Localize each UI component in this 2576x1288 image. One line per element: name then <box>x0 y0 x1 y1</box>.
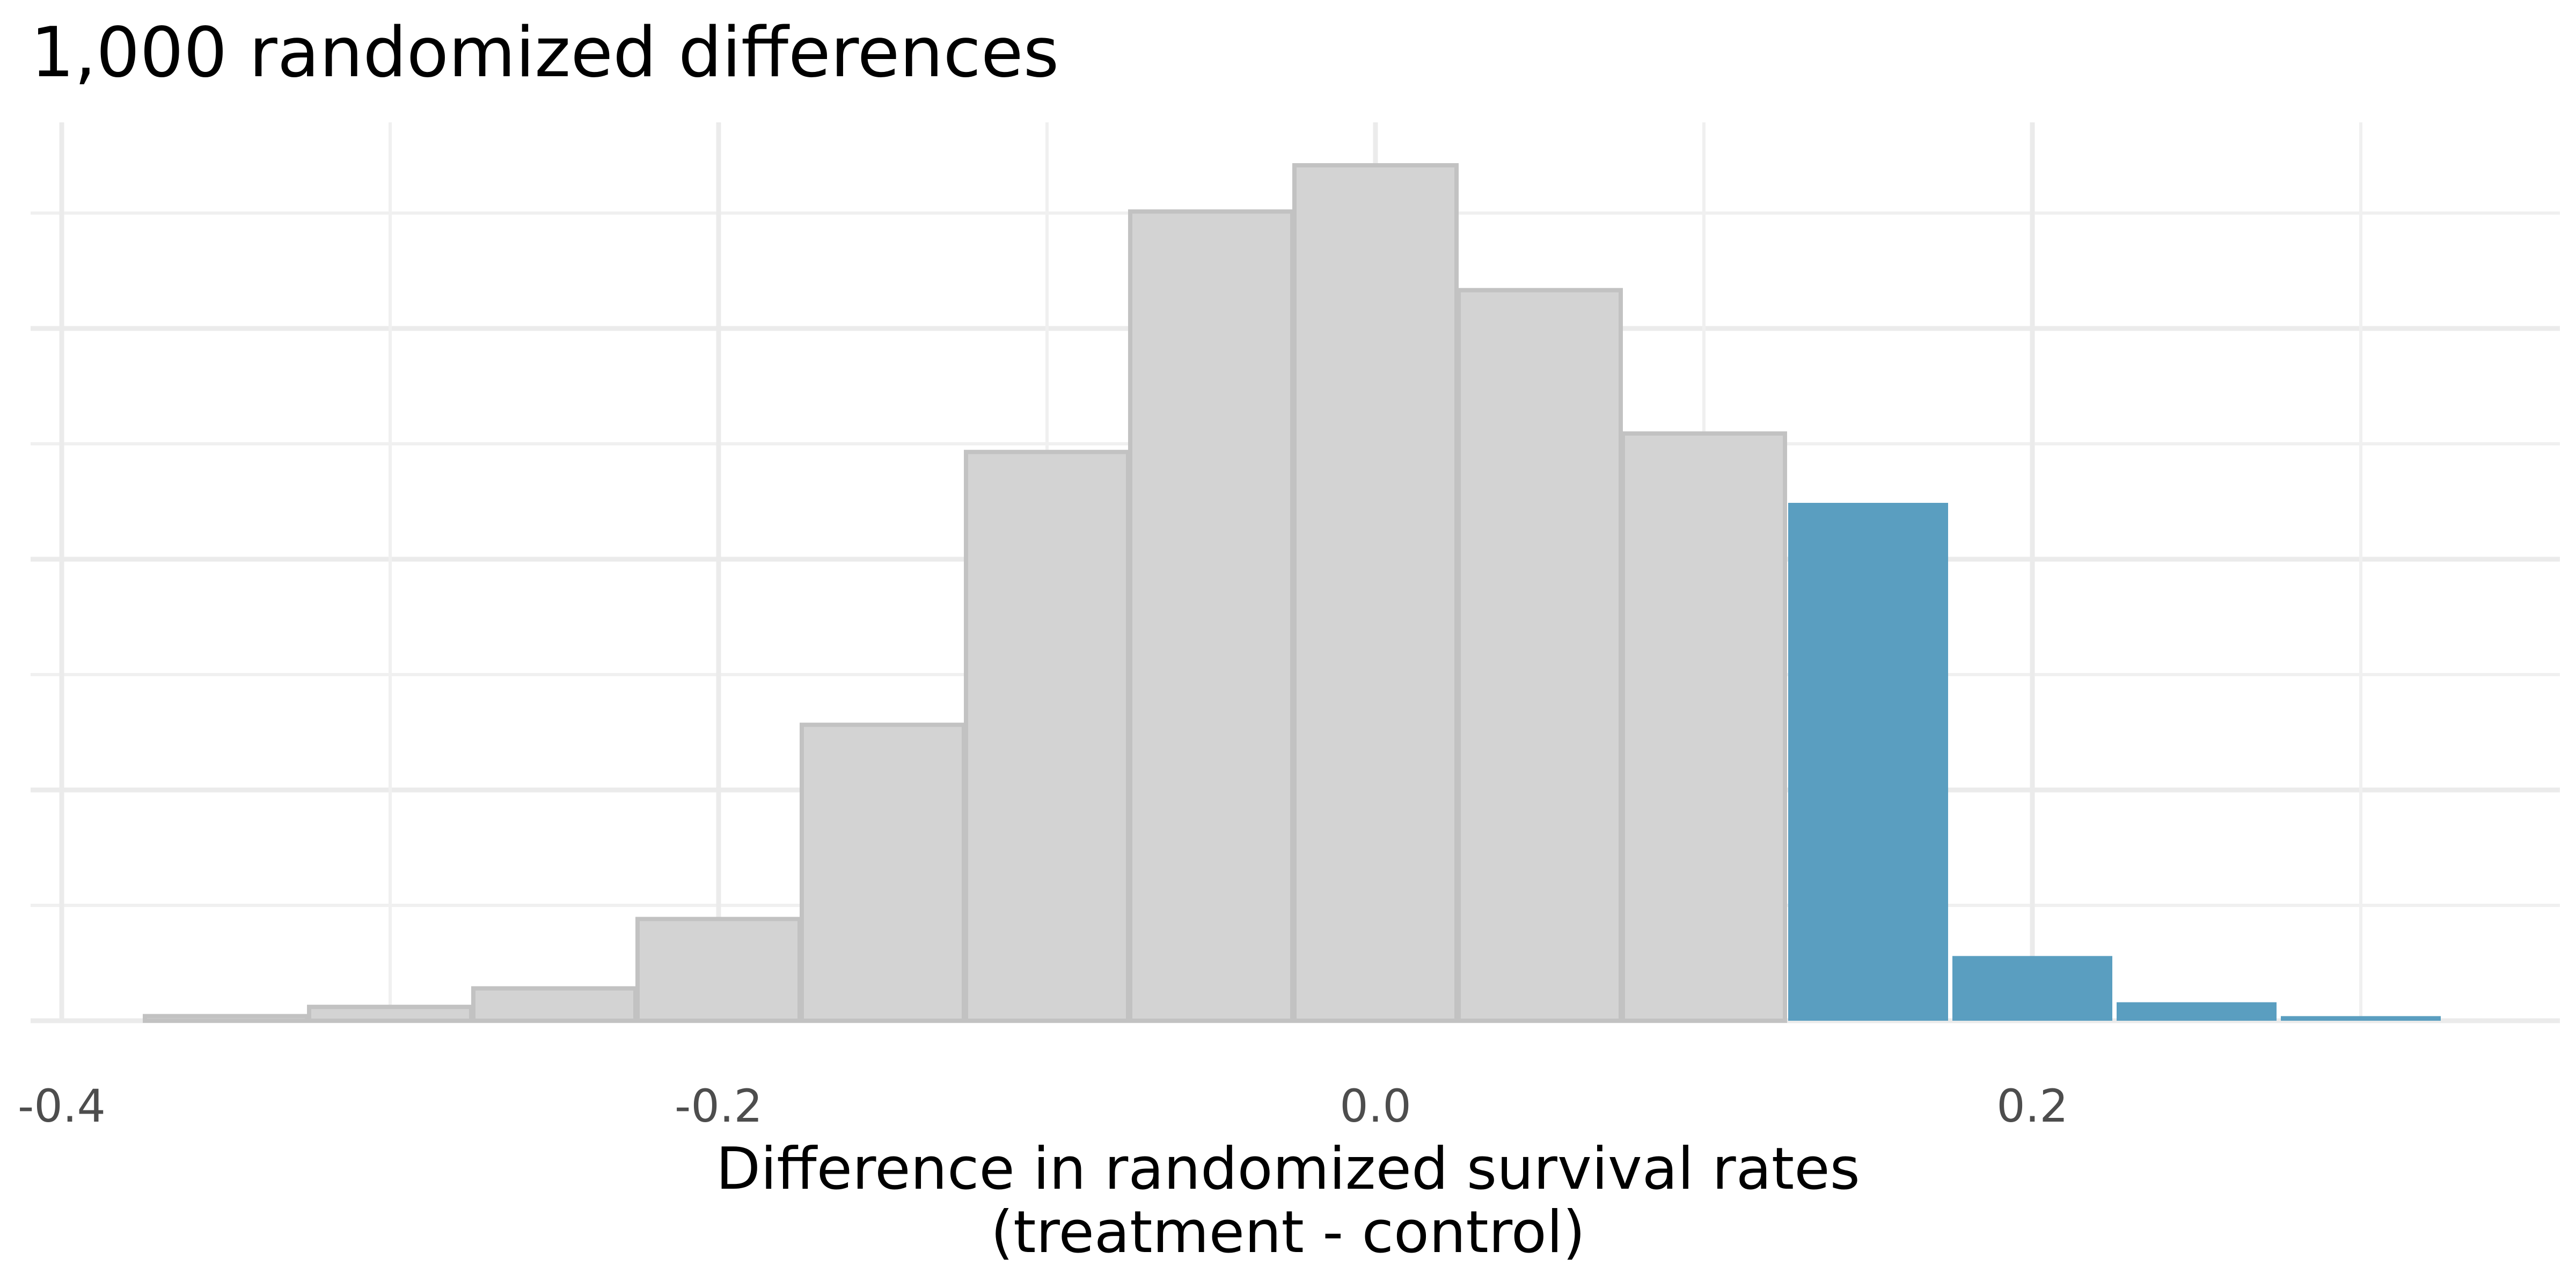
histogram-bar-10 <box>1788 502 1948 1021</box>
x-tick-label: 0.0 <box>1340 1080 1411 1132</box>
x-axis-label-line-2: (treatment - control) <box>990 1199 1586 1266</box>
chart-title: 1,000 randomized differences <box>31 13 1059 93</box>
histogram-bars <box>143 163 2441 1023</box>
x-tick-label: 0.2 <box>1996 1080 2068 1132</box>
histogram-bar-9 <box>1621 431 1787 1023</box>
histogram-bar-0 <box>143 1014 309 1023</box>
histogram-bar-6 <box>1128 209 1294 1023</box>
histogram-bar-13 <box>2281 1016 2441 1021</box>
x-axis-tick-labels: -0.4 -0.2 0.0 0.2 <box>18 1080 2068 1132</box>
histogram-bar-11 <box>1952 956 2112 1021</box>
histogram-bar-4 <box>800 722 966 1023</box>
histogram-bar-2 <box>471 986 638 1023</box>
histogram-bar-1 <box>307 1005 473 1023</box>
histogram-bar-8 <box>1457 288 1623 1023</box>
x-tick-label: -0.2 <box>675 1080 763 1132</box>
histogram-bar-12 <box>2117 1002 2277 1021</box>
histogram-bar-5 <box>964 450 1130 1023</box>
histogram-bar-3 <box>635 917 802 1023</box>
x-axis-label-line-1: Difference in randomized survival rates <box>716 1136 1860 1203</box>
x-tick-label: -0.4 <box>18 1080 106 1132</box>
histogram-bar-7 <box>1292 163 1459 1023</box>
